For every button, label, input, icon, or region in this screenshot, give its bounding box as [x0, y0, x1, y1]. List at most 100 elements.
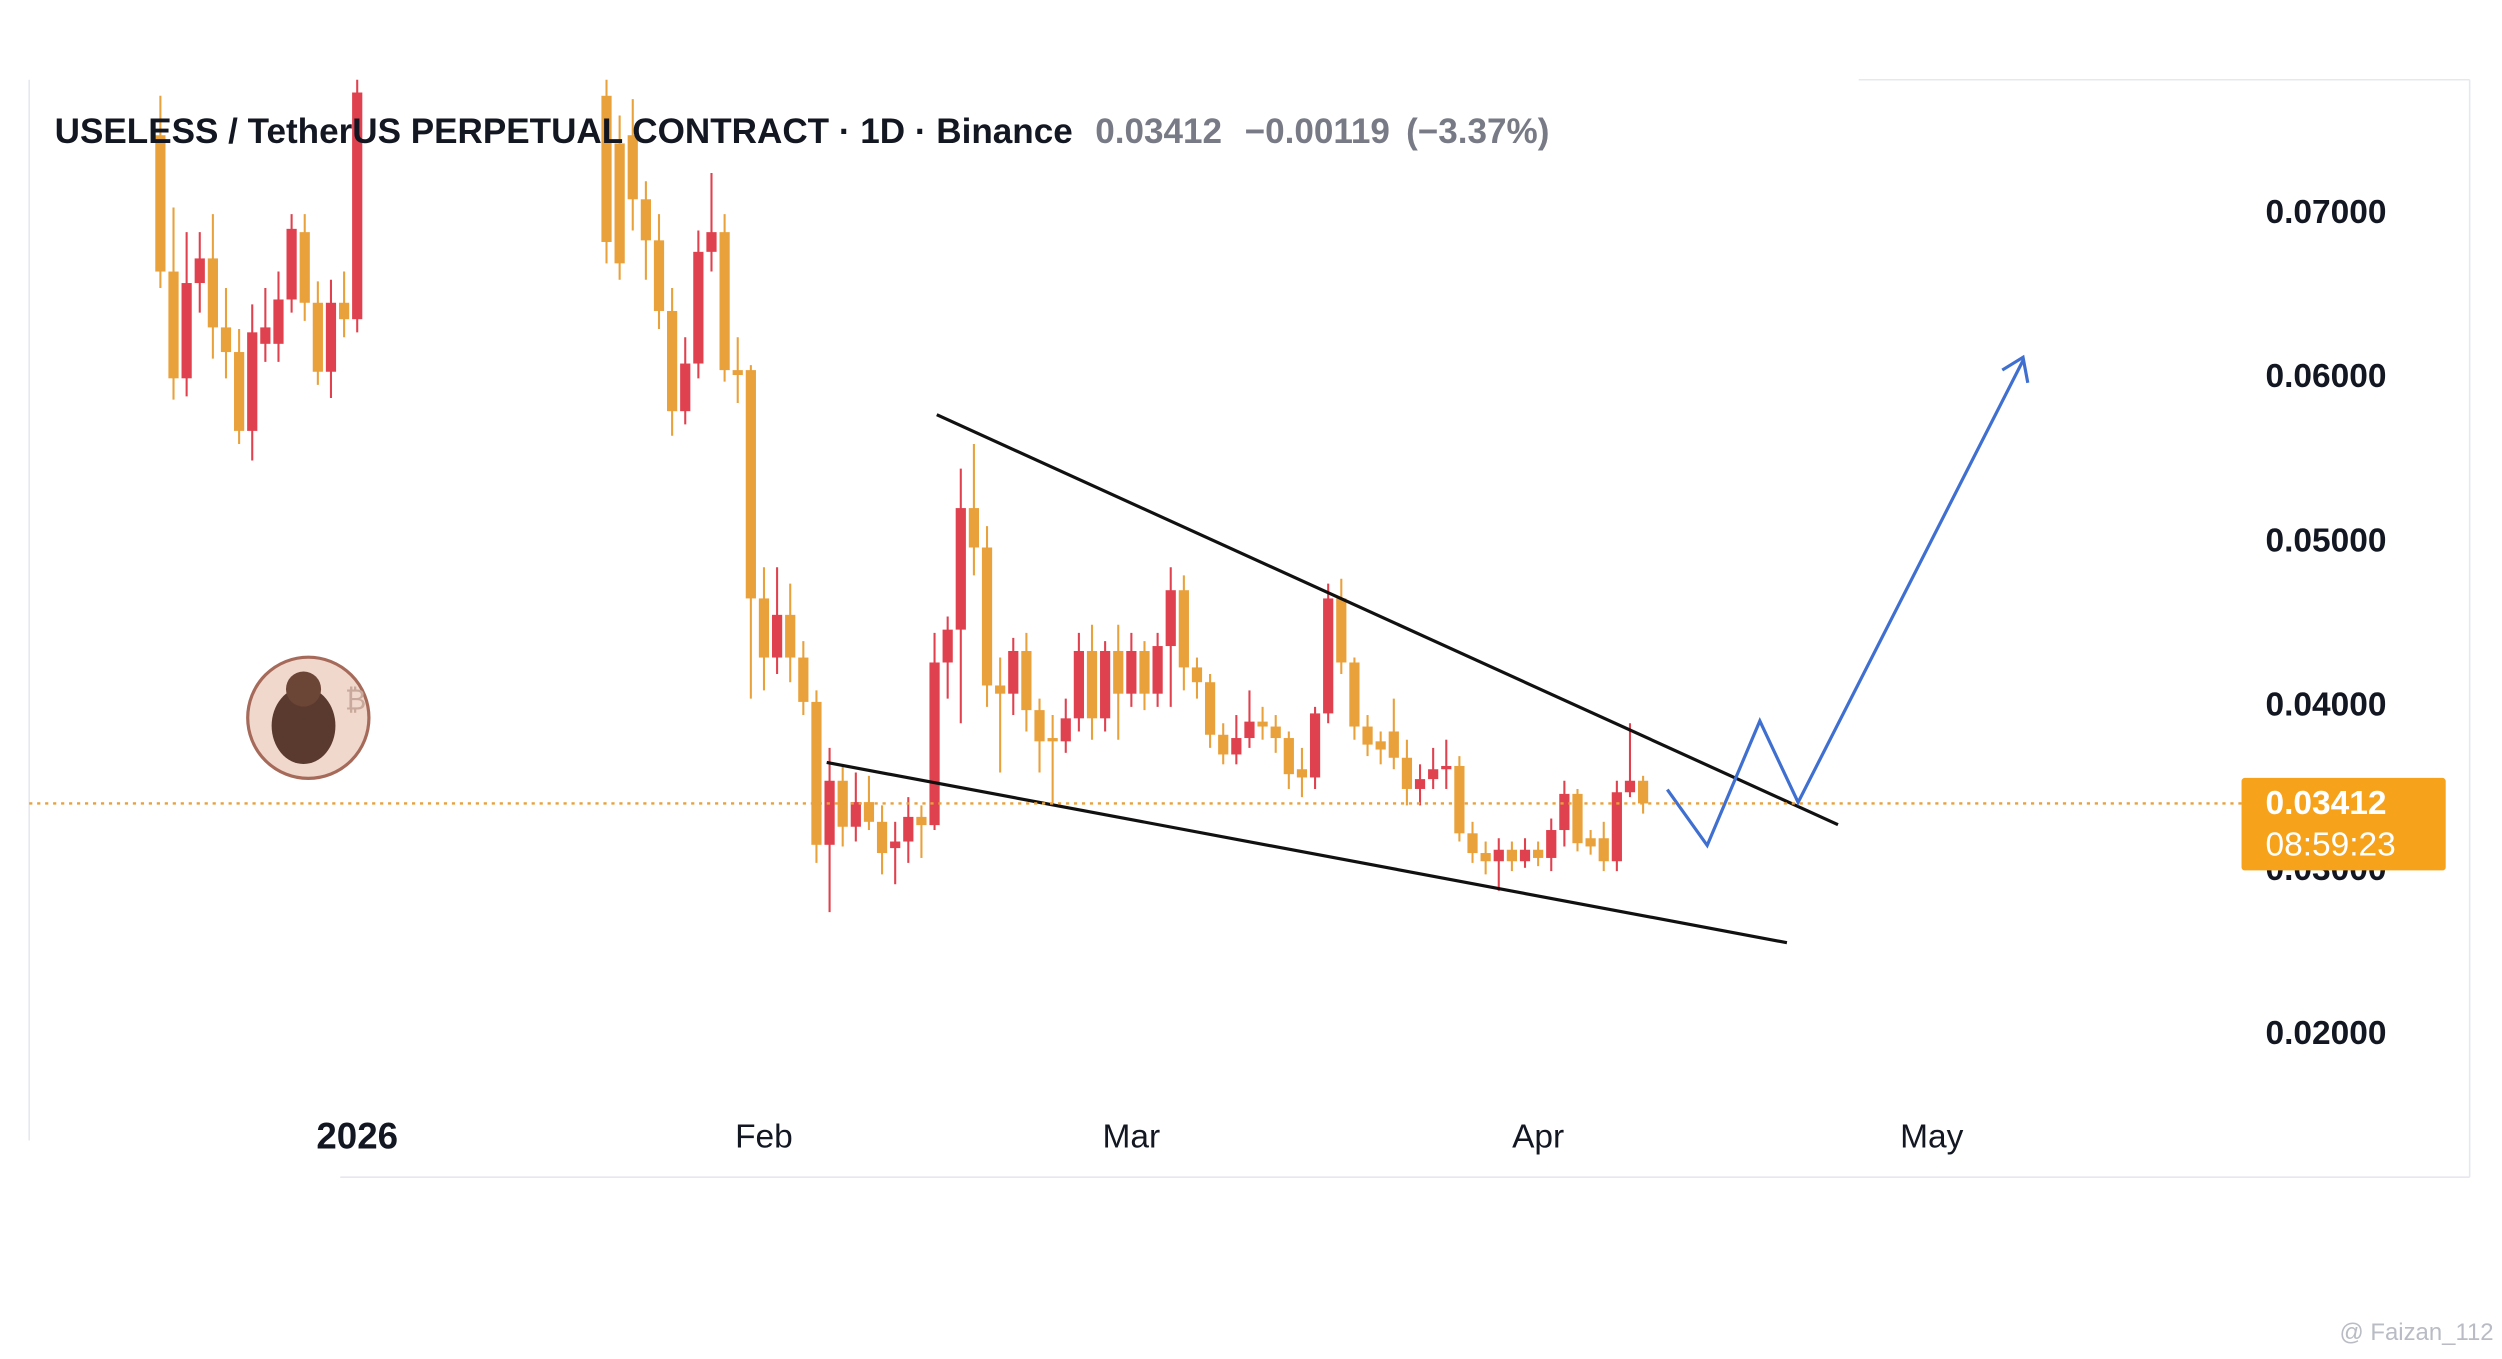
candle-body: [1585, 838, 1596, 847]
watermark: @ Faizan_112: [2339, 1319, 2493, 1346]
candle-body: [693, 251, 704, 364]
price: 0.03412: [1095, 112, 1222, 151]
candle-body: [758, 598, 770, 658]
candle-body: [771, 614, 783, 658]
candle-body: [1375, 741, 1386, 750]
candle-body: [903, 816, 914, 842]
candle-body: [798, 657, 809, 702]
candle-body: [824, 780, 835, 845]
candle-body: [1624, 780, 1636, 793]
candle-body: [719, 232, 730, 371]
change-percent: (−3.37%): [1406, 112, 1549, 151]
candle-body: [1506, 849, 1517, 862]
candle-body: [732, 370, 743, 376]
candle-body: [981, 547, 993, 686]
candle-body: [1152, 646, 1163, 694]
x-tick-label: Feb: [735, 1119, 793, 1156]
candle-body: [968, 508, 980, 548]
candle-body: [1296, 769, 1308, 778]
candle-body: [1047, 738, 1058, 742]
candle-body: [995, 685, 1006, 694]
candle-body: [155, 135, 166, 272]
candle-body: [745, 370, 756, 599]
candle-body: [1454, 765, 1465, 834]
candle-body: [1611, 792, 1622, 862]
candle-body: [1257, 721, 1268, 727]
title: USELESS / TetherUS PERPETUAL CONTRACT · …: [55, 112, 1550, 151]
candle-body: [850, 802, 861, 827]
avatar: ₿: [246, 655, 371, 780]
candle-body: [1244, 721, 1255, 739]
candle-body: [811, 701, 822, 845]
candle-body: [312, 302, 323, 372]
candle-body: [890, 841, 901, 849]
projection: [1666, 354, 2030, 849]
candle-body: [1598, 838, 1609, 862]
y-tick-label: 0.05000: [2265, 522, 2386, 559]
candle-body: [640, 199, 651, 241]
candle-body: [1165, 590, 1176, 647]
candle-body: [1204, 682, 1216, 735]
candle-body: [1467, 833, 1478, 854]
candle-body: [286, 228, 297, 300]
candle-body: [1021, 650, 1032, 711]
candle-body: [1559, 793, 1570, 831]
candle-body: [653, 240, 665, 311]
candle-body: [1113, 650, 1124, 694]
candles: [155, 79, 1649, 913]
candle-body: [863, 802, 875, 822]
frame: [28, 78, 2471, 1178]
candle-body: [1008, 650, 1019, 694]
y-tick-label: 0.06000: [2265, 358, 2386, 395]
y-tick-label: 0.02000: [2265, 1015, 2386, 1052]
x-tick-label: Apr: [1512, 1119, 1564, 1156]
candle-body: [1349, 662, 1360, 727]
candle-body: [325, 302, 337, 372]
candle-body: [916, 816, 927, 826]
candle-body: [1073, 650, 1084, 719]
candle-body: [1323, 598, 1334, 714]
candle-body: [706, 232, 717, 252]
candle-body: [785, 614, 796, 658]
candle-body: [1086, 650, 1098, 719]
candle-body: [955, 508, 966, 630]
candle-body: [1309, 713, 1321, 778]
candle-body: [181, 283, 192, 379]
candle-body: [601, 95, 612, 242]
last-price-label: 0.03412: [2265, 785, 2386, 822]
x-tick-label: Mar: [1103, 1119, 1161, 1156]
candle-body: [1191, 667, 1203, 683]
avatar-icon: ₿: [345, 684, 366, 716]
candle-body: [220, 327, 232, 353]
candle-body: [1178, 590, 1189, 668]
candle-body: [667, 310, 678, 412]
candle-body: [1218, 734, 1229, 755]
axes: 0.020000.030000.040000.050000.060000.070…: [316, 194, 2386, 1157]
candle-body: [234, 352, 245, 431]
candle-body: [1637, 780, 1649, 804]
candle-body: [1441, 765, 1452, 770]
candle-body: [1362, 726, 1373, 745]
x-tick-label: 2026: [316, 1116, 398, 1157]
x-tick-label: May: [1900, 1119, 1964, 1156]
candle-body: [194, 258, 205, 284]
candle-body: [1388, 731, 1399, 758]
candle-body: [1336, 598, 1347, 663]
y-tick-label: 0.07000: [2265, 194, 2386, 231]
overlay: 0.03412 08:59:23: [29, 777, 2446, 871]
candle-body: [1060, 718, 1071, 742]
candle-body: [1533, 849, 1544, 858]
candle-body: [207, 258, 218, 328]
candle-body: [942, 629, 953, 663]
candle-body: [299, 232, 310, 303]
candle-body: [260, 327, 271, 344]
candle-body: [1401, 757, 1413, 789]
candle-body: [1100, 650, 1111, 719]
candle-body: [1283, 738, 1294, 775]
pattern-lines: [826, 413, 1839, 945]
candle-body: [1126, 650, 1137, 694]
candle-body: [1480, 853, 1491, 862]
change: −0.00119: [1245, 112, 1390, 151]
candle-body: [1572, 793, 1583, 844]
